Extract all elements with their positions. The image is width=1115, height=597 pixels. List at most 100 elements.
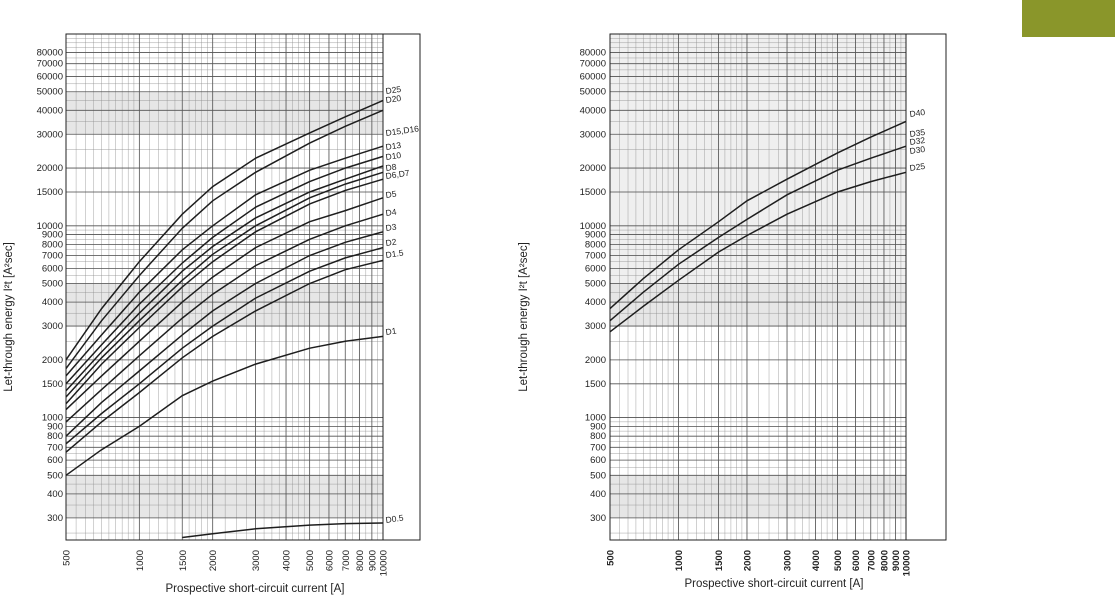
chart1-y-tick-label: 500 xyxy=(47,470,63,481)
chart1-y-tick-label: 15000 xyxy=(37,187,63,198)
chart2-x-tick-label: 5000 xyxy=(833,550,844,571)
chart1-x-tick-label: 3000 xyxy=(251,550,262,571)
chart1-y-tick-label: 6000 xyxy=(42,263,63,274)
chart2-x-tick-label: 500 xyxy=(606,550,617,566)
chart1-series-label-d15-d16: D15,D16 xyxy=(385,123,420,138)
chart1-y-tick-label: 3000 xyxy=(42,321,63,332)
chart2-y-tick-label: 70000 xyxy=(580,59,606,70)
chart2-y-tick-label: 900 xyxy=(590,421,606,432)
chart2-y-tick-label: 400 xyxy=(590,489,606,500)
chart1-series-line-d8 xyxy=(65,171,384,398)
chart2-y-tick-label: 1500 xyxy=(585,379,606,390)
chart1-x-tick-label: 4000 xyxy=(282,550,293,571)
chart2-series-label-d25: D25 xyxy=(909,161,926,173)
chart2-x-tick-label: 8000 xyxy=(879,550,890,571)
chart1-plot-frame xyxy=(65,33,421,541)
chart1-series-line-d13 xyxy=(65,155,384,385)
chart1-y-tick-label: 600 xyxy=(47,455,63,466)
chart1-series-label-d13: D13 xyxy=(385,140,402,152)
chart1-x-tick-label: 9000 xyxy=(367,550,378,571)
chart2-y-tick-label: 15000 xyxy=(580,187,606,198)
chart2-shaded-band xyxy=(610,283,906,327)
chart2-y-tick-label: 300 xyxy=(590,513,606,524)
chart2-y-tick-label: 80000 xyxy=(580,48,606,59)
chart1-y-tick-label: 1500 xyxy=(42,379,63,390)
chart2-x-tick-label: 1500 xyxy=(714,550,725,571)
chart1-y-tick-label: 7000 xyxy=(42,251,63,262)
chart2-y-tick-label: 60000 xyxy=(580,72,606,83)
chart1-y-tick-label: 4000 xyxy=(42,297,63,308)
chart2-x-tick-label: 10000 xyxy=(902,550,913,576)
chart1-series-line-d2 xyxy=(65,246,384,445)
chart1-y-tick-label: 2000 xyxy=(42,355,63,366)
chart1-x-tick-label: 10000 xyxy=(379,550,390,576)
chart2-series-line-d25 xyxy=(609,171,907,333)
chart1-series-line-d10 xyxy=(65,165,384,392)
chart1-series-line-d6-d7 xyxy=(65,178,384,405)
chart2-x-axis-label: Prospective short-circuit current [A] xyxy=(685,578,864,590)
let-through-energy-chart-right: 3004005006007008009001000150020003000400… xyxy=(518,33,947,590)
chart2-x-tick-label: 9000 xyxy=(891,550,902,571)
chart1-y-tick-label: 9000 xyxy=(42,230,63,241)
chart1-series-label-d1-5: D1.5 xyxy=(385,248,404,260)
chart2-y-tick-label: 7000 xyxy=(585,251,606,262)
chart1-y-axis-label: Let-through energy I²t [A²sec] xyxy=(3,242,15,392)
chart1-series-label-d3: D3 xyxy=(385,222,397,233)
chart2-x-tick-label: 2000 xyxy=(742,550,753,571)
chart1-shaded-band xyxy=(66,91,383,135)
chart2-plot-frame xyxy=(609,33,947,541)
chart1-y-tick-label: 60000 xyxy=(37,72,63,83)
chart1-series-line-d20 xyxy=(65,109,384,370)
chart2-tint-band xyxy=(610,34,906,284)
chart1-series-line-d15-d16 xyxy=(65,145,384,377)
chart1-series-line-d25 xyxy=(65,99,384,361)
chart1-y-tick-label: 80000 xyxy=(37,48,63,59)
chart1-series-line-d5 xyxy=(65,197,384,411)
chart2-series-label-d32: D32 xyxy=(909,135,926,147)
chart2-x-tick-label: 3000 xyxy=(783,550,794,571)
chart2-y-tick-label: 2000 xyxy=(585,355,606,366)
chart1-y-tick-label: 8000 xyxy=(42,239,63,250)
chart2-y-tick-label: 10000 xyxy=(580,221,606,232)
chart2-y-tick-label: 40000 xyxy=(580,105,606,116)
chart1-series-label-d6-d7: D6,D7 xyxy=(385,168,411,181)
chart1-x-tick-label: 1500 xyxy=(178,550,189,571)
chart1-y-tick-label: 400 xyxy=(47,489,63,500)
chart1-series-line-d4 xyxy=(65,213,384,423)
chart2-series-label-d35: D35 xyxy=(909,127,926,139)
chart1-y-tick-label: 700 xyxy=(47,442,63,453)
chart2-series-label-d30: D30 xyxy=(909,144,926,156)
chart1-series-line-d1-5 xyxy=(65,259,384,453)
chart1-x-tick-label: 6000 xyxy=(324,550,335,571)
chart2-x-tick-label: 1000 xyxy=(674,550,685,571)
chart1-series-label-d2: D2 xyxy=(385,237,397,248)
chart1-series-label-d0-5: D0.5 xyxy=(385,513,404,525)
chart2-y-tick-label: 800 xyxy=(590,431,606,442)
chart1-series-line-d0-5 xyxy=(182,522,384,539)
chart1-series-line-d3 xyxy=(65,231,384,437)
chart1-series-label-d25: D25 xyxy=(385,84,402,96)
chart1-y-tick-label: 10000 xyxy=(37,221,63,232)
chart2-y-tick-label: 20000 xyxy=(580,163,606,174)
chart1-y-tick-label: 40000 xyxy=(37,105,63,116)
chart1-y-tick-label: 50000 xyxy=(37,87,63,98)
chart1-series-label-d5: D5 xyxy=(385,189,397,200)
chart1-y-tick-label: 5000 xyxy=(42,279,63,290)
chart1-series-line-d1 xyxy=(65,335,384,476)
brand-accent-block xyxy=(1022,0,1115,37)
chart1-shaded-band xyxy=(66,475,383,518)
chart2-y-tick-label: 30000 xyxy=(580,129,606,140)
chart2-y-tick-label: 700 xyxy=(590,442,606,453)
chart2-y-tick-label: 8000 xyxy=(585,239,606,250)
chart1-x-tick-label: 2000 xyxy=(208,550,219,571)
chart2-x-tick-label: 6000 xyxy=(851,550,862,571)
chart2-y-tick-label: 5000 xyxy=(585,279,606,290)
chart1-x-tick-label: 1000 xyxy=(135,550,146,571)
chart1-x-tick-label: 7000 xyxy=(341,550,352,571)
chart1-y-tick-label: 900 xyxy=(47,421,63,432)
chart2-y-tick-label: 600 xyxy=(590,455,606,466)
chart2-y-tick-label: 3000 xyxy=(585,321,606,332)
chart2-y-tick-label: 1000 xyxy=(585,413,606,424)
let-through-energy-chart-left: 3004005006007008009001000150020003000400… xyxy=(3,33,421,595)
